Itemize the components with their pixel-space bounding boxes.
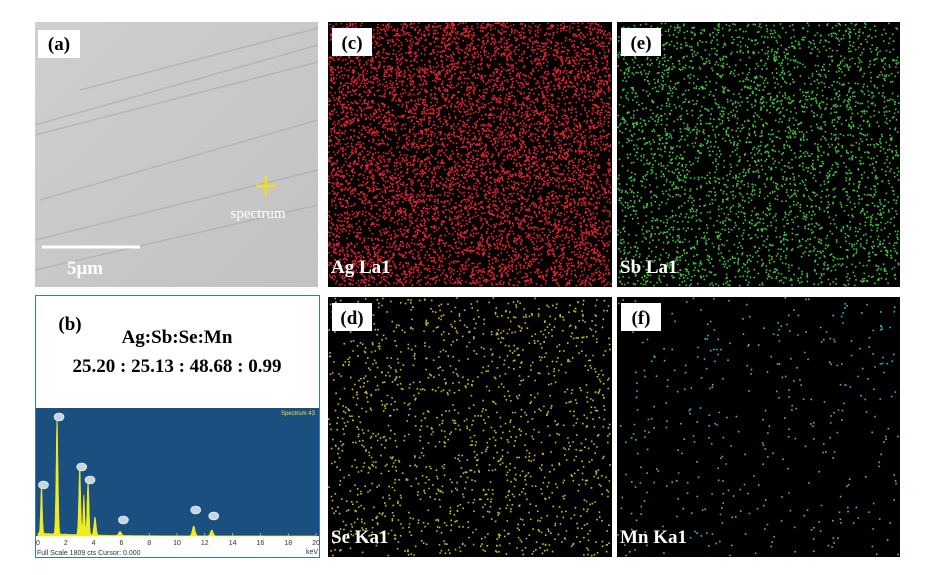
peak-marker (84, 475, 96, 485)
x-tick-label: 8 (147, 540, 151, 547)
spectrum-title: Spectrum 43 (281, 411, 316, 417)
panel-label: (d) (340, 308, 363, 329)
x-tick-label: 0 (36, 540, 40, 547)
panel-label-box (38, 30, 80, 58)
peak-marker (38, 480, 49, 490)
panel-label-box (332, 28, 372, 56)
element-label: Sb La1 (620, 257, 678, 278)
marker-label: spectrum (231, 206, 286, 222)
peak-marker (208, 511, 220, 521)
element-map (328, 297, 612, 557)
x-tick-label: 10 (173, 540, 181, 547)
spectrum-unit: keV (306, 549, 318, 556)
element-label: Ag La1 (331, 257, 391, 278)
x-tick-label: 6 (119, 540, 123, 547)
panel-label: (e) (630, 33, 651, 54)
peak-marker (118, 515, 129, 525)
peak-marker (53, 412, 65, 422)
x-tick-label: 20 (312, 540, 320, 547)
spectrum-trace (37, 416, 316, 537)
x-tick-label: 14 (229, 540, 237, 547)
panel-label: (b) (58, 314, 81, 335)
map-dots (617, 22, 900, 287)
panel-label: (c) (341, 33, 362, 54)
panel-label-box (332, 303, 372, 331)
panel-label: (a) (48, 34, 70, 55)
element-label: Mn Ka1 (620, 527, 687, 548)
ratio: 25.20 : 25.13 : 48.68 : 0.99 (73, 356, 282, 377)
x-tick-label: 18 (284, 540, 292, 547)
formula: Ag:Sb:Se:Mn (122, 327, 233, 348)
map-dots (328, 22, 612, 287)
peak-marker (190, 505, 201, 515)
element-label: Se Ka1 (331, 527, 389, 548)
sem-texture (34, 27, 319, 271)
x-tick-label: 12 (201, 540, 209, 547)
x-tick-label: 2 (64, 540, 68, 547)
map-dots (328, 297, 611, 557)
peak-marker (76, 462, 87, 472)
x-tick-label: 16 (257, 540, 265, 547)
scale-bar-label: 5μm (67, 258, 103, 279)
panel-label: (f) (632, 308, 651, 329)
spectrum-marker (256, 176, 276, 196)
spectrum-footer: Full Scale 1809 cts Cursor: 0.000 (37, 550, 141, 557)
panel-label-box (621, 303, 661, 331)
sem-image (35, 22, 318, 287)
x-tick-label: 4 (92, 540, 96, 547)
element-map (617, 297, 900, 557)
panel-label-box (621, 28, 661, 56)
